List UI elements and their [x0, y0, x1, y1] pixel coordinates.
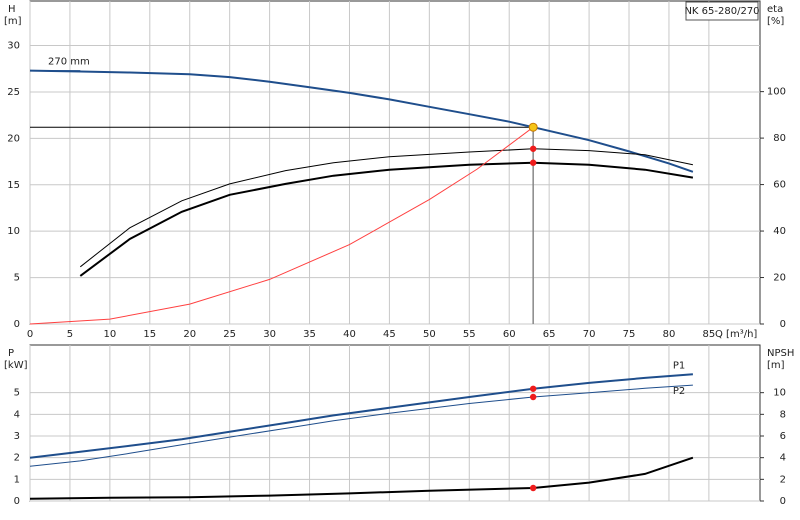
- x-tick-label: 50: [423, 329, 436, 340]
- y2-tick-label: 8: [780, 409, 786, 420]
- x-tick-label: 25: [223, 329, 236, 340]
- y-tick-label: 20: [7, 133, 20, 144]
- y2-tick-label: 80: [773, 133, 786, 144]
- curve: [29, 69, 694, 173]
- y-tick-label: 3: [14, 431, 20, 442]
- x-tick-label: 85: [703, 329, 716, 340]
- operating-point: [529, 159, 537, 166]
- x-tick-label: 70: [583, 329, 596, 340]
- x-tick-label: 5: [67, 329, 73, 340]
- annotation: 270 mm: [48, 57, 90, 68]
- x-tick-label: 75: [623, 329, 636, 340]
- y-axis-unit: [kW]: [4, 360, 28, 371]
- y-tick-label: 10: [7, 226, 20, 237]
- x-tick-label: 20: [183, 329, 196, 340]
- y-tick-label: 25: [7, 87, 20, 98]
- operating-point: [529, 484, 537, 492]
- curve: [29, 456, 694, 500]
- curve: [79, 148, 694, 268]
- y2-axis-title: NPSH: [767, 348, 794, 359]
- pump-name: NK 65-280/270: [684, 6, 759, 17]
- y2-axis-title: eta: [767, 4, 783, 15]
- y-tick-label: 5: [14, 388, 20, 399]
- operating-point: [529, 385, 537, 392]
- operating-point: [529, 145, 537, 152]
- x-tick-label: 80: [663, 329, 676, 340]
- y2-tick-label: 0: [780, 319, 786, 330]
- operating-point: [528, 122, 538, 132]
- y2-tick-label: 100: [767, 87, 786, 98]
- curve: [29, 126, 534, 325]
- y2-tick-label: 40: [773, 226, 786, 237]
- y2-tick-label: 10: [773, 388, 786, 399]
- y-tick-label: 30: [7, 41, 20, 52]
- curve: [29, 373, 693, 459]
- y-axis-unit: [m]: [4, 16, 22, 27]
- y-tick-label: 15: [7, 180, 20, 191]
- y-tick-label: 2: [14, 453, 20, 464]
- name-box: [685, 1, 759, 21]
- curve: [79, 161, 694, 277]
- y-axis-title: H: [8, 4, 16, 15]
- x-tick-label: 55: [463, 329, 476, 340]
- x-tick-label: 30: [263, 329, 276, 340]
- y-tick-label: 4: [14, 409, 20, 420]
- operating-point: [529, 393, 537, 401]
- x-axis-title: Q [m³/h]: [715, 329, 757, 340]
- x-tick-label: 35: [303, 329, 316, 340]
- y-tick-label: 5: [14, 273, 20, 284]
- y2-tick-label: 2: [780, 474, 786, 485]
- x-tick-label: 0: [27, 329, 33, 340]
- y-axis-title: P: [8, 348, 14, 359]
- curve: [29, 384, 693, 467]
- y2-axis-unit: [%]: [767, 16, 784, 27]
- y-tick-label: 0: [14, 496, 20, 507]
- y2-tick-label: 20: [773, 273, 786, 284]
- series-label: P2: [673, 386, 685, 397]
- x-tick-label: 65: [543, 329, 556, 340]
- y2-tick-label: 0: [780, 496, 786, 507]
- x-tick-label: 10: [104, 329, 117, 340]
- x-tick-label: 60: [503, 329, 516, 340]
- y2-tick-label: 6: [780, 431, 786, 442]
- y2-tick-label: 4: [780, 453, 786, 464]
- y-tick-label: 0: [14, 319, 20, 330]
- x-tick-label: 15: [143, 329, 156, 340]
- y-tick-label: 1: [14, 474, 20, 485]
- y2-tick-label: 60: [773, 180, 786, 191]
- y2-axis-unit: [m]: [767, 360, 785, 371]
- x-tick-label: 40: [343, 329, 356, 340]
- series-label: P1: [673, 360, 685, 371]
- x-tick-label: 45: [383, 329, 396, 340]
